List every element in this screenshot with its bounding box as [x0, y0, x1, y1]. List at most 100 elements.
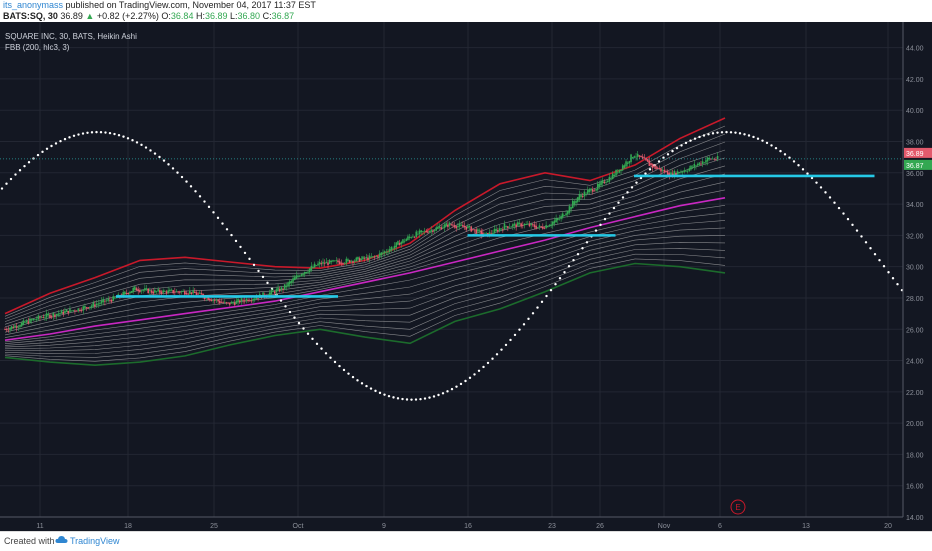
candle-body — [165, 291, 168, 294]
wave-dot — [77, 133, 80, 136]
low-label: L: — [230, 11, 238, 21]
wave-dot — [752, 135, 755, 139]
candle-body — [450, 224, 453, 226]
candle-body — [303, 271, 306, 275]
candle-body — [676, 171, 679, 175]
candle-body — [159, 290, 161, 293]
earnings-marker[interactable]: E — [730, 499, 746, 515]
candle-body — [149, 289, 151, 291]
close-price-tag-label: 36.87 — [906, 163, 924, 170]
wave-dot — [288, 310, 292, 314]
candle-body — [90, 305, 93, 308]
price-axis-bg — [903, 22, 932, 532]
candle-body — [442, 227, 444, 229]
earnings-circle-icon[interactable] — [730, 499, 746, 515]
wave-dot — [383, 393, 386, 396]
wave-dot — [378, 391, 382, 395]
candle-body — [52, 313, 55, 317]
candle-body — [77, 308, 80, 312]
candle-body — [342, 263, 344, 265]
wave-dot — [441, 392, 445, 395]
candle-body — [164, 291, 166, 292]
candle-body — [578, 194, 581, 200]
wave-dot — [108, 131, 112, 135]
candle-body — [357, 256, 359, 260]
wave-dot — [23, 164, 26, 168]
candle-body — [658, 168, 661, 170]
candle-body — [59, 313, 61, 315]
candle-body — [228, 302, 231, 305]
fbb-inner-lower-line — [4, 235, 726, 350]
candle-body — [518, 222, 521, 225]
wave-dot — [351, 375, 355, 379]
wave-dot — [149, 149, 152, 152]
candle-body — [561, 213, 564, 218]
candle-body — [650, 163, 652, 166]
candle-body — [448, 222, 451, 226]
candle-body — [631, 157, 634, 159]
candle-body — [640, 155, 642, 158]
candle-body — [656, 167, 659, 169]
heikin-ashi-candles — [4, 150, 719, 334]
candle-body — [663, 169, 666, 173]
wave-dot — [14, 173, 17, 176]
wave-dot — [113, 132, 116, 136]
candle-body — [57, 313, 60, 315]
candle-body — [563, 215, 566, 217]
candle-body — [343, 263, 346, 265]
candle-body — [40, 317, 43, 318]
wave-dot — [612, 206, 616, 210]
time-tick-label: 11 — [36, 523, 43, 530]
candle-body — [495, 228, 497, 232]
candle-body — [430, 229, 433, 232]
wave-dot — [711, 132, 715, 135]
candle-body — [553, 220, 556, 224]
candle-body — [297, 275, 299, 277]
candle-body — [337, 260, 339, 263]
candle-body — [217, 299, 219, 302]
candle-body — [468, 225, 471, 228]
wave-dot — [221, 222, 224, 225]
candle-body — [605, 182, 607, 183]
candle-body — [596, 183, 599, 190]
candle-body — [34, 319, 36, 321]
candle-body — [541, 226, 544, 229]
candle-body — [39, 317, 41, 319]
candle-body — [19, 325, 21, 328]
time-tick-label: 26 — [596, 523, 604, 530]
candle-body — [62, 312, 65, 315]
candle-body — [333, 260, 336, 262]
candle-body — [546, 226, 549, 228]
candle-body — [372, 256, 374, 258]
candle-body — [22, 320, 25, 325]
candle-body — [695, 165, 697, 167]
candle-body — [54, 314, 56, 317]
candle-body — [403, 240, 406, 242]
wave-dot — [212, 211, 215, 214]
candle-body — [698, 162, 701, 165]
price-chart-svg[interactable]: 44.00 42.00 40.00 38.00 36.00 34.00 32.00 30.00… — [0, 22, 932, 532]
candle-body — [282, 288, 284, 290]
candle-body — [478, 230, 481, 232]
candle-body — [620, 169, 622, 172]
candle-body — [681, 171, 684, 173]
candle-body — [488, 232, 491, 235]
candle-body — [447, 224, 449, 227]
candle-body — [543, 227, 546, 229]
candle-body — [335, 260, 338, 262]
fbb-bands — [4, 117, 726, 367]
candle-body — [64, 311, 66, 314]
candle-body — [591, 189, 594, 192]
price-tick-label: 16.00 — [906, 484, 924, 491]
publish-header: its_anonymass published on TradingView.c… — [0, 0, 932, 22]
chart-area[interactable]: 44.00 42.00 40.00 38.00 36.00 34.00 32.00 30.00… — [0, 22, 932, 532]
candle-body — [576, 197, 579, 202]
candle-body — [636, 153, 639, 157]
candle-body — [378, 253, 381, 257]
candle-body — [568, 206, 571, 213]
tradingview-link[interactable]: TradingView — [70, 536, 120, 546]
author-link[interactable]: its_anonymass — [3, 0, 64, 10]
time-axis: 11 18 25 Oct 9 16 23 26 Nov 6 13 20 — [0, 516, 903, 530]
candle-body — [458, 223, 461, 227]
wave-dot — [468, 376, 472, 380]
